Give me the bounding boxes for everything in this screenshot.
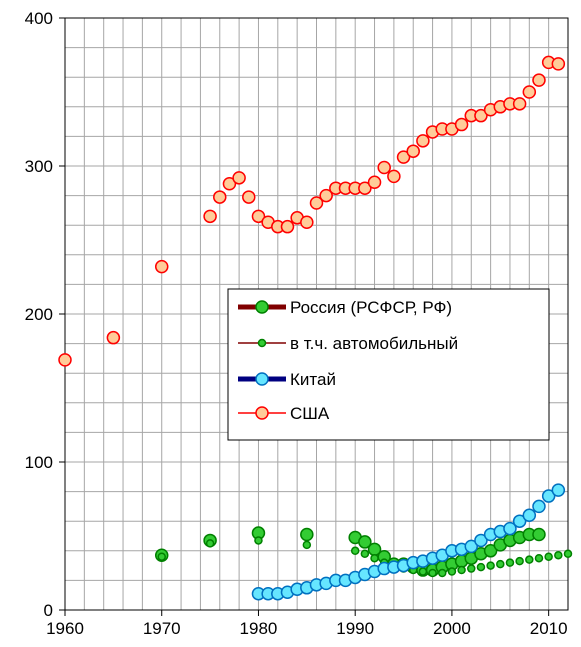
- data-point: [467, 564, 476, 573]
- data-point: [387, 169, 401, 184]
- data-point: [486, 561, 495, 570]
- legend-marker: [255, 372, 269, 386]
- data-point: [280, 219, 295, 234]
- data-point: [512, 514, 527, 528]
- y-tick-label: 400: [25, 9, 53, 28]
- legend-box: [227, 288, 550, 441]
- data-point: [532, 73, 546, 87]
- data-point: [254, 536, 263, 545]
- data-point: [551, 57, 566, 71]
- data-point: [464, 539, 479, 554]
- data-point: [319, 188, 333, 203]
- data-point: [457, 565, 466, 575]
- data-point: [541, 489, 556, 503]
- data-point: [534, 553, 544, 563]
- legend-marker: [255, 300, 269, 314]
- legend-label: в т.ч. автомобильный: [290, 334, 458, 353]
- data-point: [554, 550, 563, 560]
- data-point: [358, 181, 372, 195]
- data-point: [454, 117, 469, 132]
- data-point: [563, 549, 573, 559]
- legend: Россия (РСФСР, РФ) в т.ч. автомобильный Ки…: [227, 288, 550, 441]
- series-2: [251, 483, 566, 601]
- legend-label: Россия (РСФСР, РФ): [290, 298, 452, 317]
- data-point: [106, 330, 121, 345]
- data-point: [522, 85, 537, 99]
- y-tick-label: 100: [25, 453, 53, 472]
- data-point: [551, 483, 566, 497]
- data-point: [474, 108, 488, 123]
- series-3: [58, 55, 566, 367]
- data-point: [242, 190, 256, 204]
- data-point: [503, 521, 517, 536]
- data-point: [222, 177, 237, 191]
- data-point: [525, 555, 534, 564]
- x-tick-label: 2010: [530, 619, 568, 638]
- data-point: [251, 209, 266, 224]
- data-point: [396, 150, 411, 164]
- data-point: [360, 549, 370, 559]
- data-point: [157, 552, 166, 561]
- data-point: [300, 527, 314, 542]
- data-point: [309, 196, 324, 210]
- data-point: [496, 559, 505, 569]
- data-point: [203, 209, 217, 224]
- data-point: [300, 215, 314, 229]
- y-tick-label: 300: [25, 157, 53, 176]
- data-point: [232, 171, 246, 185]
- data-point: [367, 175, 382, 190]
- data-point: [154, 259, 169, 274]
- data-point: [350, 546, 360, 556]
- legend-marker: [257, 338, 267, 348]
- axes: 1960 1970 1980 1990 2000 2010 0 100 200 300 400: [25, 9, 568, 638]
- data-point: [370, 553, 379, 563]
- data-point: [302, 540, 312, 550]
- data-point: [58, 353, 72, 367]
- data-point: [474, 533, 488, 548]
- x-tick-label: 1960: [46, 619, 84, 638]
- data-point: [205, 539, 215, 548]
- series-layer: [58, 55, 573, 601]
- data-point: [447, 567, 457, 576]
- data-point: [377, 160, 391, 175]
- data-point: [515, 556, 524, 566]
- data-point: [483, 544, 498, 558]
- data-point: [532, 499, 546, 514]
- x-tick-label: 1970: [143, 619, 181, 638]
- data-point: [438, 568, 447, 578]
- data-point: [358, 535, 372, 549]
- legend-marker: [255, 406, 269, 420]
- legend-label: Китай: [290, 370, 336, 389]
- data-point: [213, 190, 227, 204]
- y-tick-label: 200: [25, 305, 53, 324]
- x-tick-label: 2000: [433, 619, 471, 638]
- data-point: [512, 97, 527, 111]
- data-point: [532, 527, 546, 542]
- data-point: [505, 558, 515, 567]
- data-point: [406, 144, 420, 158]
- data-point: [418, 567, 428, 576]
- data-point: [544, 552, 553, 561]
- data-point: [522, 508, 537, 523]
- data-point: [416, 134, 430, 148]
- x-tick-label: 1990: [336, 619, 374, 638]
- x-tick-label: 1980: [240, 619, 278, 638]
- data-point: [476, 562, 486, 572]
- legend-label: США: [290, 404, 330, 423]
- data-point: [428, 568, 437, 578]
- y-tick-label: 0: [44, 601, 53, 620]
